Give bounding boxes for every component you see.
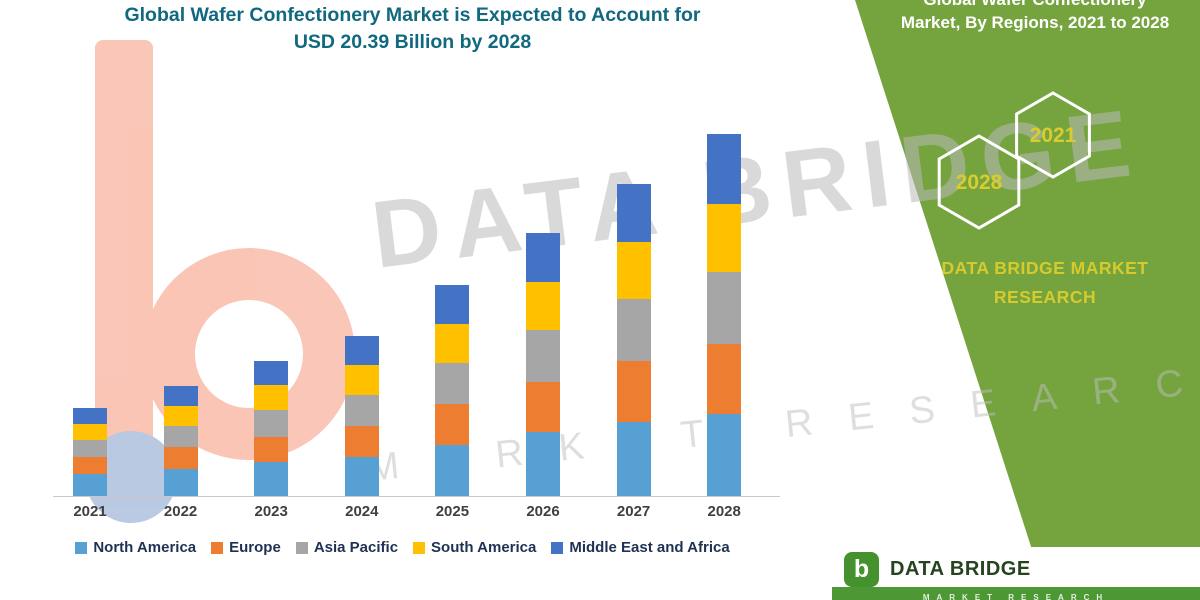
legend-swatch-middle-east-and-africa [551,541,564,554]
hexagon-2028-label: 2028 [956,171,1003,194]
x-axis-label-2023: 2023 [254,503,288,520]
bar-segment-north-america [616,421,651,496]
legend-item-europe: Europe [211,539,281,556]
x-axis-label-2021: 2021 [73,503,107,520]
chart-title-line2: USD 20.39 Billion by 2028 [293,30,532,53]
bar-segment-south-america [254,385,289,411]
bar-segment-asia-pacific [163,425,198,448]
bar-segment-europe [73,456,107,474]
side-panel-brand-line2: RESEARCH [993,286,1097,307]
bar-2024 [344,336,379,496]
bar-segment-north-america [344,456,379,496]
bar-segment-north-america [163,468,198,496]
legend-swatch-north-america [75,541,88,554]
bar-segment-europe [707,344,742,415]
bar-segment-europe [616,361,651,422]
footer-tagline: MARKET RESEARCH [922,593,1110,600]
bar-segment-south-america [73,424,107,441]
bar-segment-middle-east-and-africa [344,336,379,366]
legend-item-north-america: North America [75,539,196,556]
legend-item-asia-pacific: Asia Pacific [295,539,399,556]
bar-segment-europe [526,381,560,433]
bar-2025 [435,284,470,496]
bar-2022 [163,386,198,496]
side-panel-title: Global Wafer Confectionery Market, By Re… [880,0,1190,35]
x-axis-label-2024: 2024 [345,503,379,520]
b-logo-stem [95,40,153,472]
x-axis-labels: 2021 2022 2023 2024 2025 2026 2027 2028 [53,503,780,525]
bar-segment-north-america [707,414,742,496]
bar-segment-europe [163,447,198,469]
bar-segment-asia-pacific [254,410,289,437]
bar-2027 [616,183,651,496]
hexagon-year-badges: 2028 2021 [937,91,1091,230]
legend-item-south-america: South America [413,539,536,556]
bar-segment-middle-east-and-africa [435,284,470,324]
side-panel-brand: DATA BRIDGE MARKET RESEARCH [925,254,1165,312]
x-axis-label-2027: 2027 [616,503,651,520]
bar-segment-europe [435,403,470,445]
footer-brand-text: DATA BRIDGE [890,558,1031,580]
bar-segment-south-america [344,365,379,395]
bar-segment-asia-pacific [435,362,470,404]
bar-segment-north-america [254,462,289,496]
legend-label-north-america: North America [93,539,197,556]
legend-label-middle-east-and-africa: Middle East and Africa [569,539,730,556]
bar-segment-middle-east-and-africa [526,233,560,283]
bar-segment-asia-pacific [526,330,560,382]
x-axis-label-2022: 2022 [163,503,198,520]
footer-logo-area: b DATA BRIDGE MARKET RESEARCH [818,547,1200,600]
bar-segment-south-america [616,242,651,300]
chart-legend: North America Europe Asia Pacific South Ame… [20,539,785,556]
bar-segment-middle-east-and-africa [254,361,289,386]
hexagon-2021-label: 2021 [1030,124,1077,147]
bar-segment-middle-east-and-africa [73,408,107,425]
bar-segment-south-america [163,405,198,426]
bar-segment-europe [344,425,379,457]
bar-segment-north-america [435,444,470,496]
bar-segment-asia-pacific [707,272,742,345]
x-axis-label-2028: 2028 [707,503,741,520]
side-panel-title-line1: Global Wafer Confectionery [880,0,1190,12]
bar-segment-asia-pacific [616,299,651,362]
side-panel-brand-line1: DATA BRIDGE MARKET [941,258,1149,278]
legend-label-south-america: South America [431,539,537,556]
bar-segment-north-america [526,432,560,496]
bar-segment-north-america [73,473,107,496]
x-axis-label-2026: 2026 [526,503,560,520]
legend-label-asia-pacific: Asia Pacific [313,539,399,556]
bar-2023 [254,361,289,496]
bar-segment-south-america [435,323,470,363]
bar-2026 [526,233,560,496]
footer-green-strip: MARKET RESEARCH [832,587,1200,600]
bar-segment-south-america [526,282,560,331]
bar-segment-south-america [707,204,742,273]
legend-swatch-asia-pacific [295,541,308,554]
legend-item-middle-east-and-africa: Middle East and Africa [551,539,730,556]
plot-area [53,106,780,497]
bar-2028 [707,134,742,496]
bar-segment-europe [254,436,289,463]
bar-segment-middle-east-and-africa [163,386,198,406]
side-panel-title-line2: Market, By Regions, 2021 to 2028 [900,12,1170,32]
hexagon-2021 [1015,91,1091,179]
bar-segment-asia-pacific [73,440,107,457]
bar-segment-middle-east-and-africa [616,183,651,243]
legend-swatch-south-america [413,541,426,554]
legend-label-europe: Europe [229,539,281,556]
bar-segment-middle-east-and-africa [707,134,742,205]
x-axis-label-2025: 2025 [435,503,470,520]
chart-title: Global Wafer Confectionery Market is Exp… [55,2,770,56]
chart-title-line1: Global Wafer Confectionery Market is Exp… [124,4,701,26]
data-bridge-logo-icon: b [844,552,879,587]
legend-swatch-europe [211,541,224,554]
bar-segment-asia-pacific [344,394,379,426]
bar-2021 [73,408,107,496]
